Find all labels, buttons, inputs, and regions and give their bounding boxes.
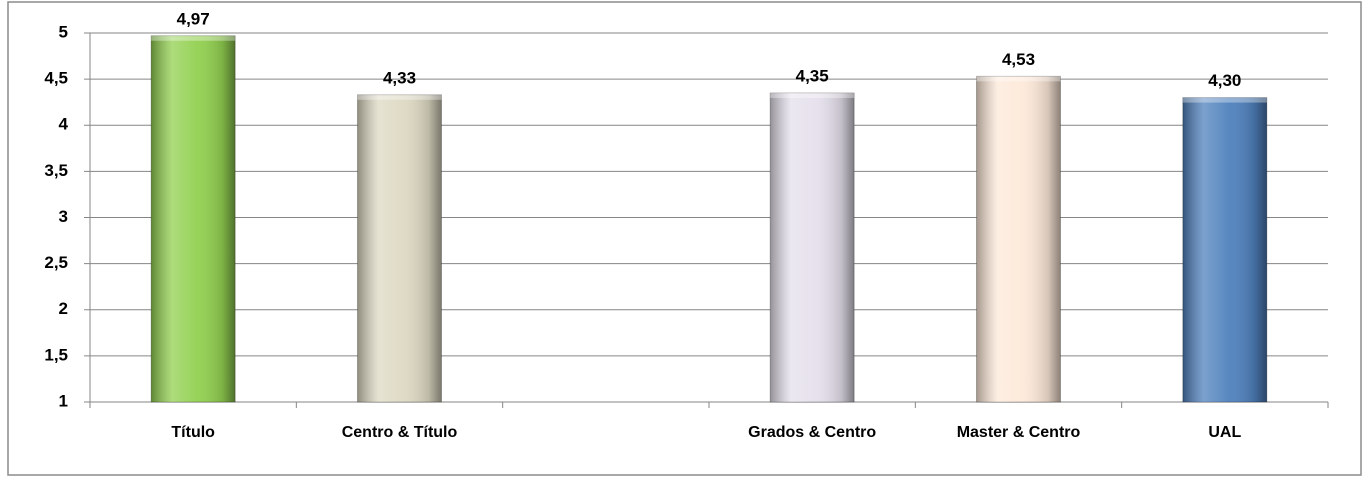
x-tick-label: Master & Centro: [957, 424, 1081, 441]
value-label: 4,97: [177, 9, 210, 28]
y-tick-label: 1,5: [44, 345, 68, 364]
value-label: 4,33: [383, 68, 416, 87]
y-tick-label: 2,5: [44, 253, 68, 272]
y-tick-label: 1: [59, 391, 68, 410]
y-tick-label: 4: [59, 115, 69, 134]
value-label: 4,53: [1002, 50, 1035, 69]
y-tick-label: 3,5: [44, 161, 68, 180]
bar-shade: [151, 35, 236, 402]
x-tick-label: Centro & Título: [342, 424, 458, 441]
bar-shade: [976, 76, 1061, 403]
bar-cap: [976, 76, 1061, 82]
bar-cap: [1182, 97, 1267, 103]
y-tick-label: 5: [59, 22, 68, 41]
bar-shade: [357, 94, 442, 403]
x-tick-label: UAL: [1208, 424, 1241, 441]
y-tick-label: 3: [59, 207, 68, 226]
y-tick-label: 2: [59, 299, 68, 318]
bar-cap: [357, 94, 442, 100]
bar-shade: [1182, 97, 1267, 402]
y-tick-label: 4,5: [44, 69, 68, 88]
bar-shade: [770, 92, 855, 403]
value-label: 4,35: [796, 66, 829, 85]
x-tick-label: Título: [171, 424, 215, 441]
x-tick-label: Grados & Centro: [748, 424, 876, 441]
bar-cap: [770, 92, 855, 98]
bar-cap: [151, 35, 236, 41]
value-label: 4,30: [1208, 71, 1241, 90]
